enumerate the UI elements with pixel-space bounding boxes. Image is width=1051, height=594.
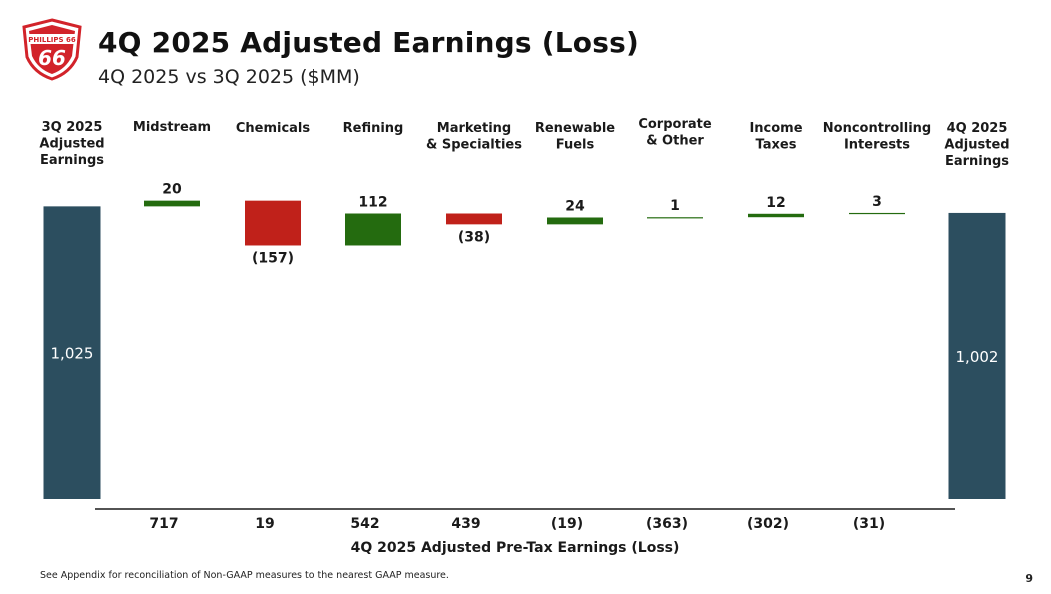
increase-bar	[647, 217, 703, 219]
increase-bar	[144, 200, 200, 207]
pretax-value: (302)	[747, 516, 789, 532]
waterfall-chart: 3Q 2025 Adjusted Earnings Midstream Chemical…	[39, 117, 1009, 532]
increase-bar	[547, 217, 603, 225]
pretax-value: 439	[451, 516, 480, 532]
decrease-bar	[446, 213, 502, 225]
total-bar	[43, 206, 101, 500]
phillips66-logo: PHILLIPS 66 66	[22, 18, 82, 81]
svg-text:66: 66	[38, 46, 66, 70]
pretax-value: (363)	[646, 516, 688, 532]
category-label: Noncontrolling Interests	[823, 121, 931, 153]
delta-value-label: 24	[565, 198, 585, 214]
increase-bar	[849, 212, 905, 215]
total-value-label: 1,025	[51, 345, 94, 363]
category-label: Refining	[343, 121, 404, 136]
pretax-value: (19)	[551, 516, 583, 532]
category-label: Marketing & Specialties	[426, 121, 522, 153]
pretax-value: 19	[255, 516, 274, 532]
pretax-value: 717	[149, 516, 178, 532]
increase-bar	[748, 213, 804, 218]
category-label: 3Q 2025 Adjusted Earnings	[39, 120, 104, 168]
delta-value-label: 12	[766, 195, 785, 211]
page-subtitle: 4Q 2025 vs 3Q 2025 ($MM)	[98, 66, 360, 88]
increase-bar	[345, 213, 401, 246]
delta-value-label: (38)	[458, 229, 490, 245]
footnote: See Appendix for reconciliation of Non-G…	[40, 570, 449, 581]
category-label: 4Q 2025 Adjusted Earnings	[944, 121, 1009, 169]
category-label: Renewable Fuels	[535, 121, 615, 153]
category-label: Midstream	[133, 120, 211, 135]
delta-value-label: (157)	[252, 250, 294, 266]
total-value-label: 1,002	[956, 348, 999, 366]
category-label: Income Taxes	[749, 121, 802, 153]
category-label: Corporate & Other	[638, 117, 712, 149]
delta-value-label: 1	[670, 198, 680, 214]
delta-value-label: 20	[162, 182, 182, 198]
logo-text: PHILLIPS 66	[28, 36, 76, 44]
delta-value-label: 112	[358, 195, 387, 211]
page-title: 4Q 2025 Adjusted Earnings (Loss)	[98, 26, 639, 59]
decrease-bar	[245, 200, 301, 246]
pretax-value: 542	[350, 516, 379, 532]
total-bar	[948, 212, 1006, 499]
pretax-value: (31)	[853, 516, 885, 532]
category-label: Chemicals	[236, 121, 311, 136]
page-number: 9	[1025, 572, 1033, 585]
delta-value-label: 3	[872, 194, 882, 210]
pretax-axis-title: 4Q 2025 Adjusted Pre-Tax Earnings (Loss)	[350, 540, 680, 556]
